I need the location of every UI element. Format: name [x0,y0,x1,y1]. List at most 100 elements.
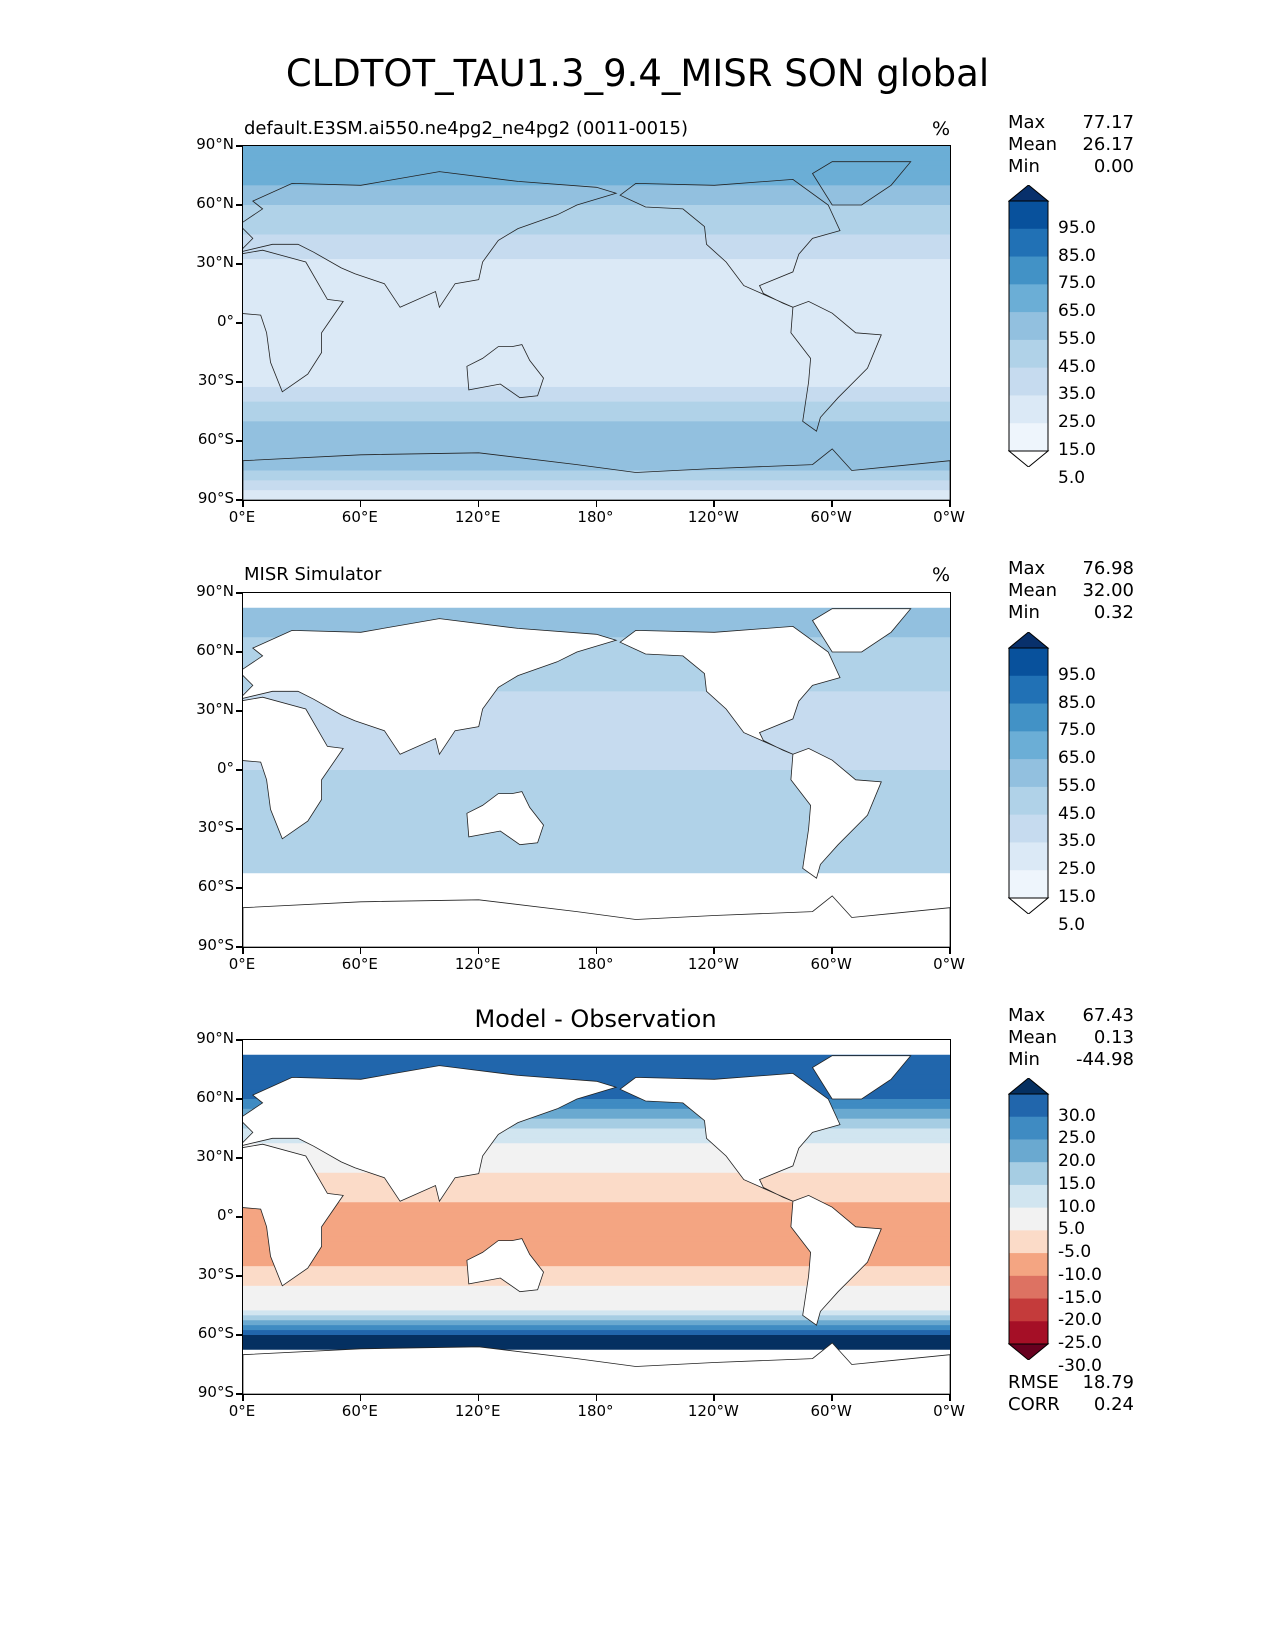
zonal-band [243,873,950,879]
zonal-band [243,1330,950,1336]
zonal-band [243,720,950,727]
lon-tick-label: 120°E [454,508,501,526]
zonal-band [243,254,950,260]
colorbar-segment [1009,1184,1048,1209]
colorbar-svg [1008,632,1050,914]
colorbar-tick-label: 85.0 [1058,245,1096,266]
zonal-band [243,902,950,909]
zonal-band [243,706,950,712]
lon-tick-label: 0°E [228,1402,256,1420]
zonal-band [243,460,950,467]
colorbar-segment [1009,339,1048,369]
zonal-band [243,431,950,437]
colorbar-tick-label: 10.0 [1058,1196,1096,1217]
colorbar-segment [1009,814,1048,843]
lat-tick-mark [236,1216,242,1218]
lat-tick-label: 30°N [196,253,234,271]
zonal-band [243,490,950,496]
zonal-band [243,244,950,250]
colorbar-segment [1009,786,1048,816]
zonal-band [243,205,950,211]
zonal-band [243,1300,950,1306]
zonal-band [243,1251,950,1257]
colorbar-tick-label: 25.0 [1058,1128,1096,1149]
panel-title: default.E3SM.ai550.ne4pg2_ne4pg2 (0011-0… [244,118,689,139]
zonal-band [243,318,950,324]
rmse-box: RMSE 18.79 CORR 0.24 [1008,1372,1134,1416]
colorbar-tick-label: 65.0 [1058,301,1096,322]
lat-tick-label: 90°S [197,936,234,954]
zonal-band [243,1221,950,1228]
colorbar-tick-label: 55.0 [1058,328,1096,349]
lon-tick-label: 120°E [454,1402,501,1420]
zonal-band [243,293,950,299]
zonal-band [243,1192,950,1198]
zonal-band [243,475,950,481]
lat-tick-label: 30°S [197,371,234,389]
lat-tick-label: 90°N [196,582,234,600]
zonal-band [243,789,950,796]
zonal-band [243,765,950,771]
colorbar: 95.0 85.0 75.0 65.0 55.0 45.0 35.0 25.0 15.0 5.0 [1008,185,1128,488]
zonal-band [243,671,950,678]
zonal-band [243,180,950,186]
colorbar-tick-label: 35.0 [1058,384,1096,405]
zonal-band [243,1143,950,1149]
lon-tick-label: 120°W [687,955,739,973]
zonal-band [243,1276,950,1282]
panel-title: Model - Observation [474,1005,717,1033]
zonal-band [243,445,950,452]
lat-tick-label: 90°N [196,1029,234,1047]
zonal-band [243,1266,950,1272]
coastline [243,249,344,393]
colorbar-outline [1008,647,1049,899]
coastline [466,344,544,399]
zonal-band [243,774,950,781]
zonal-band [243,1182,950,1188]
zonal-band [243,696,950,702]
zonal-band [243,1162,950,1169]
zonal-band [243,259,950,265]
zonal-band [243,470,950,476]
zonal-band [243,750,950,756]
zonal-band [243,209,950,216]
colorbar-tick-label: 65.0 [1058,748,1096,769]
lat-tick-mark [236,769,242,771]
lat-tick-mark [236,322,242,324]
map-field [243,1040,950,1394]
zonal-band [243,362,950,368]
colorbar-segment [1009,1275,1048,1300]
coastline [243,171,618,309]
colorbar-tick-label: 5.0 [1058,1219,1086,1240]
zonal-band [243,357,950,363]
zonal-band [243,303,950,309]
lon-tick-mark [713,1395,715,1401]
zonal-band [243,411,950,417]
zonal-band [243,907,950,914]
zonal-band [243,740,950,746]
colorbar-tick-label: -15.0 [1058,1287,1102,1308]
zonal-band [243,745,950,751]
zonal-band [243,342,950,349]
lat-tick-label: 30°S [197,818,234,836]
map-frame [242,1039,951,1395]
lon-tick-mark [359,948,362,954]
lon-tick-mark [242,948,244,954]
zonal-band [243,593,950,599]
lat-tick-mark [236,592,242,594]
zonal-band [243,755,950,761]
colorbar-segment [1009,1162,1048,1186]
lat-tick-label: 90°S [197,489,234,507]
colorbar-segment [1009,1139,1048,1163]
zonal-band [243,298,950,304]
zonal-band [243,146,950,152]
zonal-band [243,647,950,653]
zonal-band [243,858,950,864]
lat-tick-label: 0° [216,312,234,330]
zonal-band [243,1212,950,1218]
lat-tick-label: 60°S [197,1324,234,1342]
lat-tick-mark [236,710,242,712]
zonal-band [243,799,950,805]
coastline [790,1194,882,1326]
zonal-band [243,200,950,206]
